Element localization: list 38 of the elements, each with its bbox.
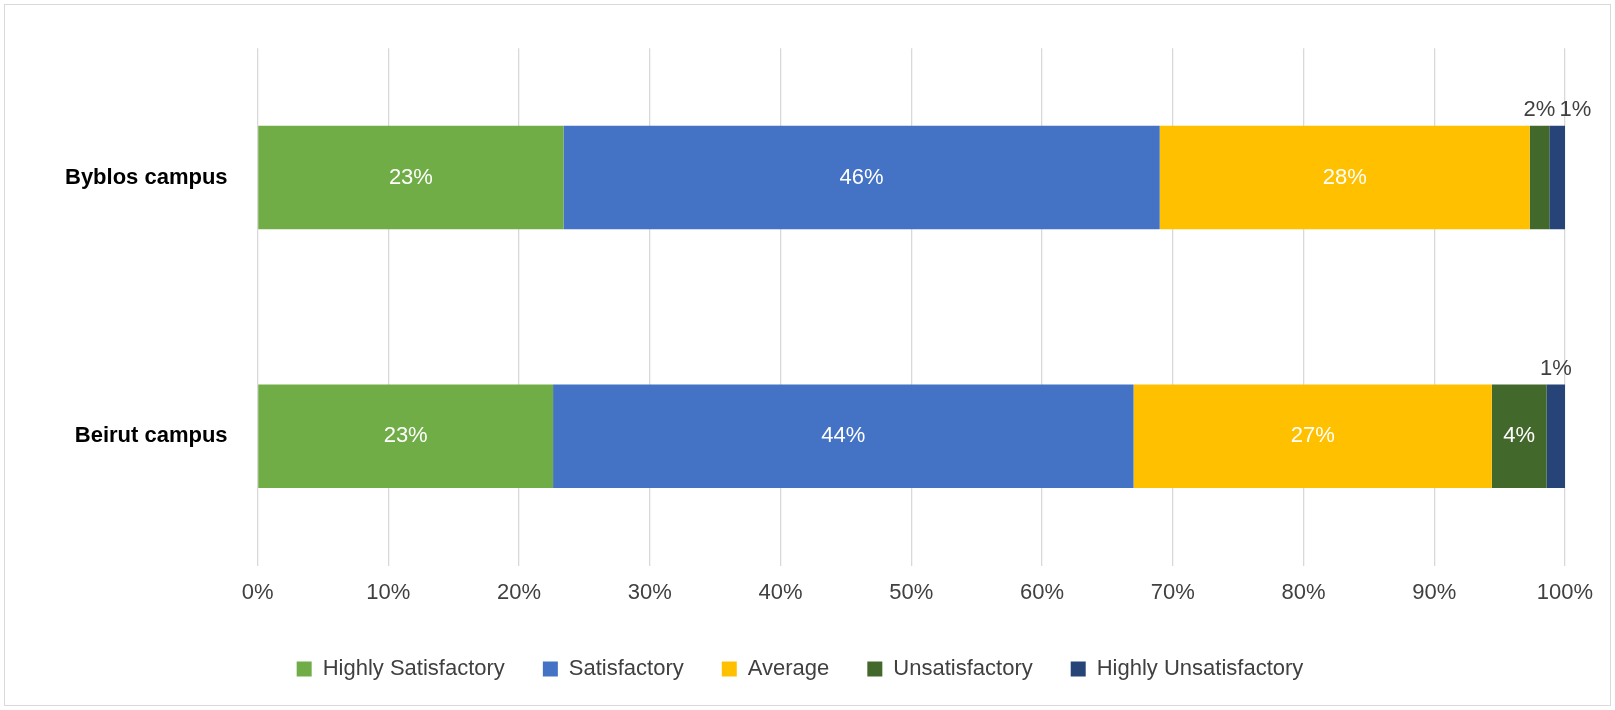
bar <box>563 125 1160 230</box>
data-label: 44% <box>821 422 866 448</box>
y-tick-label: Byblos campus <box>65 163 228 189</box>
data-label: 23% <box>383 422 428 448</box>
y-tick-label: Beirut campus <box>74 422 228 448</box>
x-tick-label: 0% <box>241 578 274 604</box>
bar <box>1529 125 1550 230</box>
bar <box>1159 125 1530 230</box>
x-tick-label: 60% <box>1020 578 1065 604</box>
bar <box>258 384 554 488</box>
x-tick-label: 80% <box>1281 578 1326 604</box>
x-tick-label: 90% <box>1412 578 1457 604</box>
x-tick-label: 70% <box>1150 578 1195 604</box>
x-tick-label: 10% <box>366 578 411 604</box>
data-label: 4% <box>1503 422 1536 448</box>
x-tick-label: 40% <box>758 578 803 604</box>
bar <box>258 125 564 230</box>
bar <box>1549 125 1565 230</box>
bar <box>1491 384 1547 488</box>
data-label: 2% <box>1523 95 1556 121</box>
x-tick-label: 100% <box>1536 578 1594 604</box>
bar <box>1546 384 1565 488</box>
data-label: 46% <box>839 163 884 189</box>
data-label: 27% <box>1290 422 1335 448</box>
x-tick-label: 20% <box>497 578 542 604</box>
data-label: 23% <box>388 163 433 189</box>
data-label: 1% <box>1539 354 1572 380</box>
x-tick-label: 50% <box>889 578 934 604</box>
legend-label: Highly Satisfactory <box>322 655 505 681</box>
legend-label: Unsatisfactory <box>893 655 1033 681</box>
legend-label: Satisfactory <box>568 655 684 681</box>
data-label: 1% <box>1559 95 1592 121</box>
data-label: 28% <box>1322 163 1367 189</box>
legend-label: Highly Unsatisfactory <box>1096 655 1304 681</box>
bar <box>553 384 1134 488</box>
bar <box>1133 384 1492 488</box>
x-tick-label: 30% <box>627 578 672 604</box>
legend-label: Average <box>747 655 830 681</box>
